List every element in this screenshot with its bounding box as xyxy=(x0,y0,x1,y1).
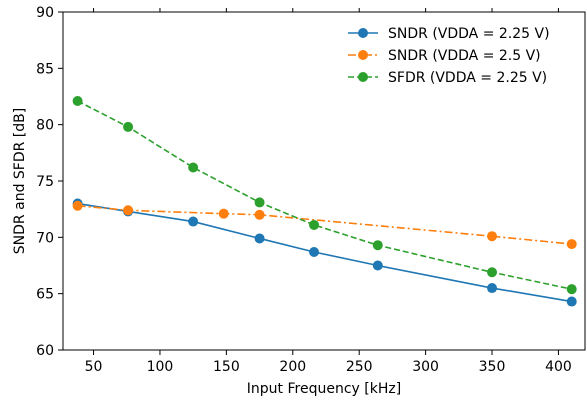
y-tick-label: 65 xyxy=(36,287,54,303)
data-point xyxy=(566,296,577,307)
legend-marker xyxy=(358,28,368,38)
data-point xyxy=(372,240,383,251)
data-point xyxy=(188,162,199,173)
data-point xyxy=(487,231,498,242)
y-tick-label: 60 xyxy=(36,343,54,359)
data-point xyxy=(487,283,498,294)
data-point xyxy=(188,216,199,227)
y-axis-label: SNDR and SFDR [dB] xyxy=(12,108,28,254)
series-3 xyxy=(72,96,577,295)
y-tick-label: 85 xyxy=(36,61,54,77)
legend-entry-3: SFDR (VDDA = 2.25 V) xyxy=(348,70,547,86)
data-point xyxy=(372,260,383,271)
data-point xyxy=(566,239,577,250)
legend-label: SNDR (VDDA = 2.5 V) xyxy=(388,48,541,64)
legend-entry-2: SNDR (VDDA = 2.5 V) xyxy=(348,48,541,64)
legend-label: SNDR (VDDA = 2.25 V) xyxy=(388,26,550,42)
y-tick-label: 70 xyxy=(36,230,54,246)
data-point xyxy=(123,205,134,216)
legend-entry-1: SNDR (VDDA = 2.25 V) xyxy=(348,26,550,42)
x-tick-label: 350 xyxy=(479,359,506,375)
x-tick-label: 250 xyxy=(346,359,373,375)
legend-marker xyxy=(358,72,368,82)
data-point xyxy=(254,209,265,220)
series-line xyxy=(77,202,572,303)
y-tick-label: 80 xyxy=(36,118,54,134)
series-line xyxy=(77,204,572,245)
series-layer xyxy=(72,96,577,307)
series-line xyxy=(77,100,572,290)
legend-marker xyxy=(358,50,368,60)
data-point xyxy=(254,233,265,244)
data-point xyxy=(487,267,498,278)
series-2 xyxy=(72,200,577,250)
axes-layer: 50 100 150 200 250 300 350 400 60 65 70 75 80 85 90 xyxy=(36,5,586,375)
x-tick-label: 300 xyxy=(412,359,439,375)
data-point xyxy=(566,284,577,295)
y-tick-label: 90 xyxy=(36,5,54,21)
y-tick-label: 75 xyxy=(36,174,54,190)
data-point xyxy=(254,197,265,208)
data-point xyxy=(72,96,83,107)
x-tick-label: 400 xyxy=(545,359,572,375)
x-tick-label: 50 xyxy=(85,359,103,375)
data-point xyxy=(123,121,134,132)
x-axis-label: Input Frequency [kHz] xyxy=(247,381,401,397)
data-point xyxy=(309,219,320,230)
x-tick-label: 100 xyxy=(147,359,174,375)
legend-label: SFDR (VDDA = 2.25 V) xyxy=(388,70,547,86)
legend: SNDR (VDDA = 2.25 V) SNDR (VDDA = 2.5 V) S… xyxy=(348,26,550,86)
data-point xyxy=(309,246,320,257)
data-point xyxy=(218,208,229,219)
data-point xyxy=(72,200,83,211)
x-tick-label: 200 xyxy=(279,359,306,375)
x-tick-label: 150 xyxy=(213,359,240,375)
